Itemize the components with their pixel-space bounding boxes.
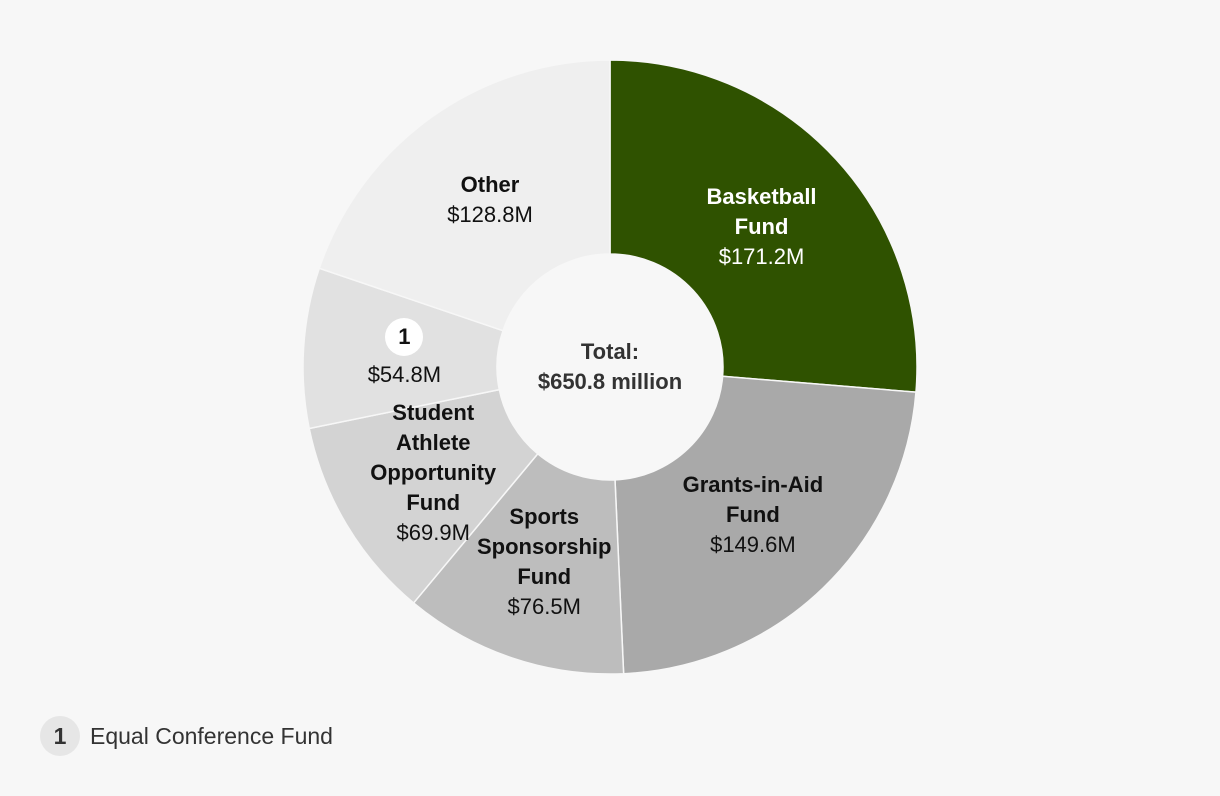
center-title: Total: xyxy=(580,339,640,364)
slice-value: $69.9M xyxy=(396,519,470,545)
slice-label: Student Athlete Opportunity Fund $69.9M xyxy=(353,398,513,548)
footnote-marker: 1 xyxy=(40,716,80,756)
slice-label: Basketball Fund $171.2M xyxy=(682,182,842,272)
center-value: $650.8 million xyxy=(537,369,683,394)
slice-label: 1 $54.8M xyxy=(324,318,484,390)
footnote-text: Equal Conference Fund xyxy=(90,722,333,749)
slice-name: Sports Sponsorship Fund xyxy=(477,504,612,590)
slice-value: $149.6M xyxy=(710,532,796,558)
slice-label: Other $128.8M xyxy=(410,170,570,230)
slice-value: $128.8M xyxy=(447,201,533,227)
slice-value: $54.8M xyxy=(367,362,442,388)
slice xyxy=(412,452,625,675)
center-label: Total: $650.8 million xyxy=(510,337,710,397)
slice xyxy=(308,388,539,605)
slice-name: Basketball Fund xyxy=(706,184,817,240)
slice xyxy=(614,375,917,675)
slice-name: Student Athlete Opportunity Fund xyxy=(370,399,497,515)
slice-label: Sports Sponsorship Fund $76.5M xyxy=(464,502,624,622)
slice-value: $76.5M xyxy=(507,594,581,620)
slice-value: $171.2M xyxy=(718,244,805,270)
slice-marker: 1 xyxy=(385,318,424,357)
slice-name: Grants-in-Aid Fund xyxy=(682,472,824,528)
slice-label: Grants-in-Aid Fund $149.6M xyxy=(673,470,833,560)
footnote: 1 Equal Conference Fund xyxy=(40,716,333,756)
slice xyxy=(609,59,918,393)
slice xyxy=(318,59,611,332)
slice-name: Other xyxy=(460,171,520,197)
